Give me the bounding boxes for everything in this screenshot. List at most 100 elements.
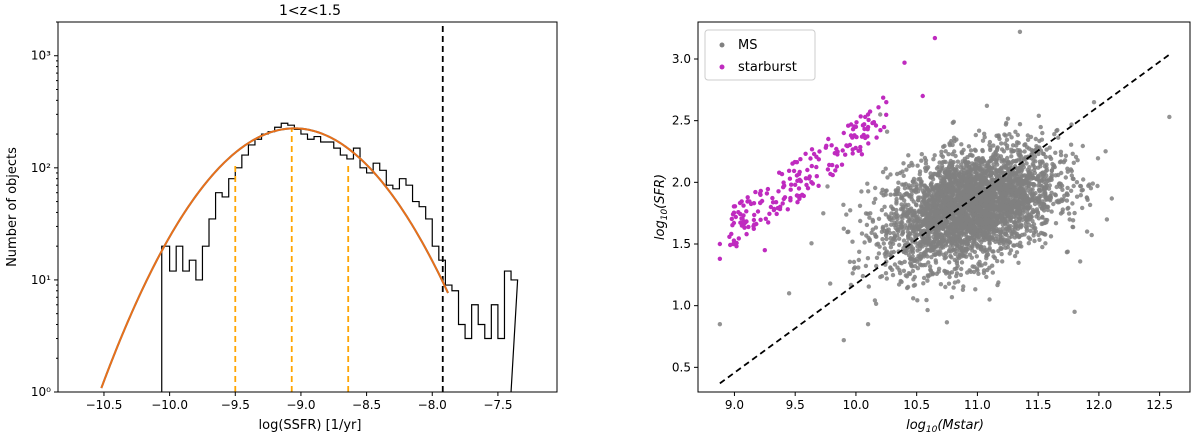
ms-point [850,271,855,276]
ms-point [1031,233,1036,238]
ms-point [979,263,984,268]
ms-point [943,284,948,290]
ms-point [1004,207,1009,212]
ms-point [910,268,916,274]
ms-point [984,211,989,216]
ms-point [1004,137,1010,142]
ms-point [965,236,970,241]
ms-point [947,271,952,276]
ms-point [915,298,920,303]
starburst-point [795,200,800,205]
legend-marker-starburst [719,64,725,70]
ms-point [892,262,898,267]
ms-point [941,210,947,216]
ms-point [984,103,990,109]
ms-point [1067,217,1072,222]
ms-point [1028,228,1033,233]
ms-point [1019,166,1024,171]
legend-label-ms: MS [738,38,757,53]
ms-point [880,224,886,230]
ms-point [979,209,985,215]
ms-point [900,182,905,187]
ms-point [911,296,916,301]
ms-point [931,239,937,244]
ms-point [959,260,965,265]
x-tick-label: 11.0 [964,398,991,412]
ms-point [1035,176,1040,182]
ms-point [983,261,988,266]
ms-point [972,165,978,170]
ms-point [874,263,879,269]
ms-point [1079,188,1084,193]
ms-point [992,255,998,261]
starburst-point [848,133,854,138]
ms-point [1025,133,1031,138]
ms-point [925,165,931,170]
ms-point [1002,184,1008,189]
ms-point [916,210,922,215]
starburst-point [829,143,834,148]
ms-point [876,251,882,256]
starburst-point [846,123,851,128]
ms-point [1020,217,1025,223]
starburst-point [744,231,749,237]
ms-point [976,271,981,276]
histogram-y-ticks: 10⁰ 10¹ 10² 10³ [31,21,58,399]
ms-point [1017,211,1022,217]
ms-point [1042,164,1048,169]
ms-point [952,149,957,154]
ms-point [941,195,947,201]
ms-point [924,297,929,303]
ms-point [918,254,923,259]
ms-point [1019,194,1024,200]
x-tick-label: −9.5 [221,398,250,412]
ms-point [962,195,967,200]
ms-point [1065,206,1070,211]
ms-point [928,203,933,208]
starburst-point [859,152,865,157]
starburst-point [763,216,768,221]
y-tick-label: 10⁰ [31,385,51,399]
ms-point [1069,122,1074,127]
ms-point [985,160,991,165]
ms-point [1017,29,1023,35]
starburst-point [854,134,859,140]
ms-point [952,197,957,202]
ms-point [1054,128,1059,133]
starburst-point [770,195,775,201]
ms-point [1066,211,1072,216]
starburst-point [739,223,745,228]
starburst-point [814,164,819,170]
starburst-point [755,209,761,214]
starburst-point [826,136,831,142]
ms-point [1042,201,1047,207]
ms-point [897,260,902,265]
ms-point [987,265,992,270]
ms-point [1026,235,1031,240]
ms-point [929,213,934,219]
ms-point [918,239,923,245]
ms-point [972,174,977,180]
ms-point [933,252,938,258]
starburst-point [717,256,723,261]
ms-point [865,181,870,186]
starburst-point [795,193,800,198]
ms-point [821,211,826,216]
starburst-point [731,220,737,226]
ms-point [927,222,932,228]
ms-point [955,164,960,169]
ms-point [980,138,986,143]
ms-point [1009,147,1014,152]
starburst-point [762,247,768,253]
ms-point [1002,132,1007,137]
ms-point [1031,183,1037,188]
ms-point [916,227,921,232]
starburst-point [765,186,771,192]
ms-point [1000,206,1005,211]
x-tick-label: 11.5 [1025,398,1052,412]
ms-point [1007,216,1012,221]
ms-point [947,186,952,192]
ms-point [856,257,861,263]
ms-point [884,129,890,134]
starburst-point [856,148,861,153]
